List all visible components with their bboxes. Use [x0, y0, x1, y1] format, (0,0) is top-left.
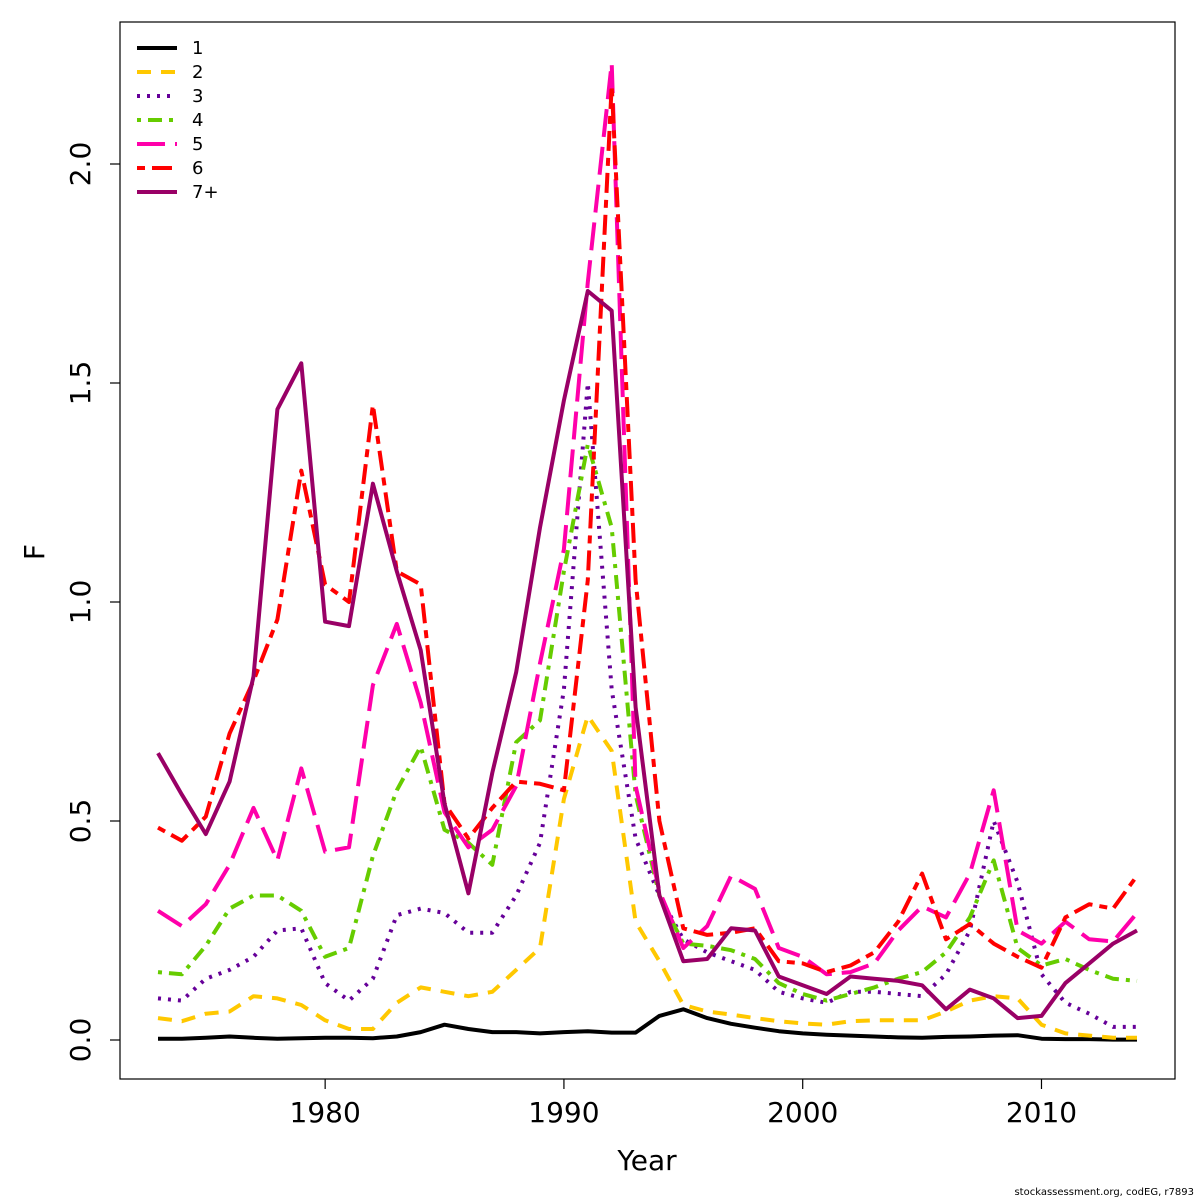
y-axis-label: F [18, 544, 51, 560]
footer-credit: stockassessment.org, codEG, r7893 [1014, 1187, 1194, 1198]
legend-label-2: 2 [192, 62, 203, 83]
series-line-7plus [156, 289, 1138, 1021]
series-line-1 [158, 1007, 1137, 1042]
y-tick-label: 1.5 [64, 361, 97, 406]
legend: 1 2 3 4 5 6 7+ [137, 38, 219, 203]
x-tick-label: 1980 [290, 1096, 361, 1129]
plot-frame [119, 21, 1176, 1080]
y-axis: 0.0 0.5 1.0 1.5 2.0 [64, 142, 120, 1063]
legend-label-4: 4 [192, 110, 203, 131]
y-tick-label: 0.0 [64, 1018, 97, 1063]
series-line-2 [157, 713, 1137, 1040]
legend-label-7plus: 7+ [192, 182, 219, 203]
x-tick-label: 2000 [767, 1096, 838, 1129]
legend-label-1: 1 [192, 38, 203, 59]
series-line-5 [156, 61, 1139, 977]
x-tick-label: 1990 [528, 1096, 599, 1129]
series-lines [156, 61, 1139, 1042]
y-tick-label: 1.0 [64, 580, 97, 625]
legend-label-6: 6 [192, 158, 203, 179]
x-axis-label: Year [616, 1144, 677, 1177]
x-axis: 1980 1990 2000 2010 [290, 1079, 1077, 1129]
y-tick-label: 2.0 [64, 142, 97, 187]
legend-label-3: 3 [192, 86, 203, 107]
series-line-4 [157, 442, 1138, 1003]
y-tick-label: 0.5 [64, 799, 97, 844]
x-tick-label: 2010 [1006, 1096, 1077, 1129]
legend-label-5: 5 [192, 134, 203, 155]
